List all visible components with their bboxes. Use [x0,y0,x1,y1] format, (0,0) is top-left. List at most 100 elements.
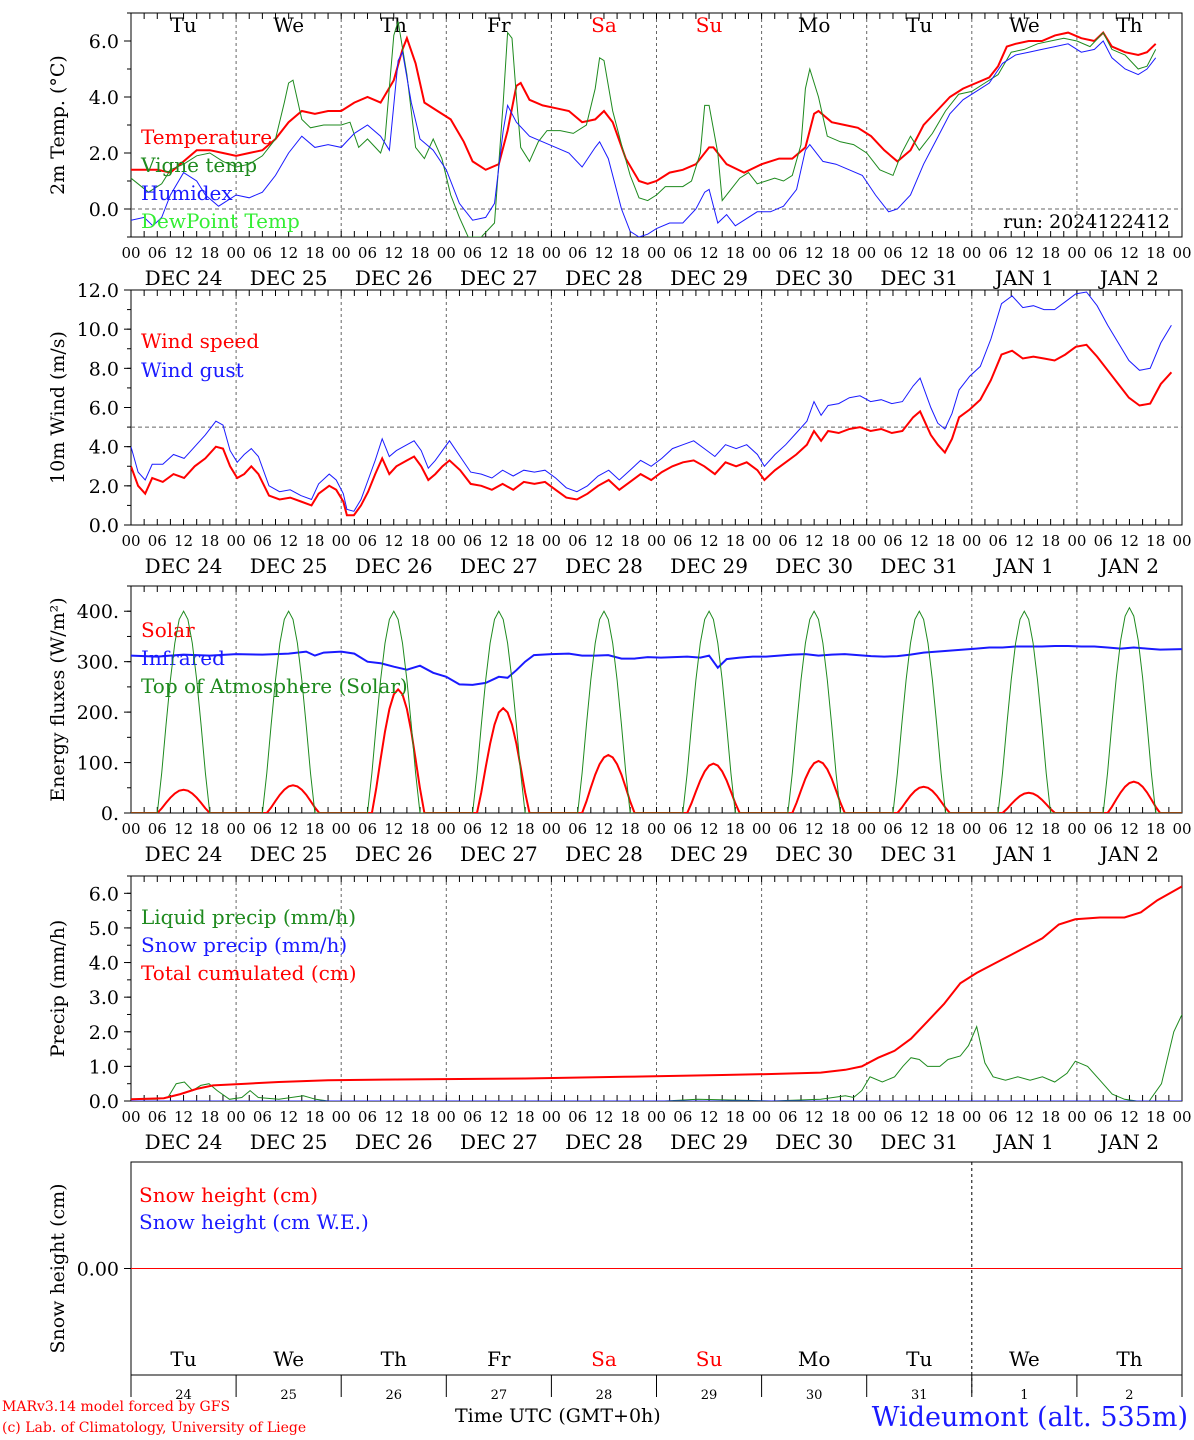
series-line-temperature [131,31,1157,185]
weekday-label: Sa [591,13,617,37]
date-label: DEC 26 [355,266,433,290]
y-tick-label: 0.0 [89,1091,119,1113]
hour-tick-label: 00 [332,1108,351,1126]
hour-tick-label: 18 [200,1108,219,1126]
weekday-label: Mo [798,13,831,37]
hour-tick-label: 18 [621,820,640,838]
hour-tick-label: 06 [778,244,797,262]
hour-tick-label: 06 [463,1108,482,1126]
date-label: JAN 2 [1098,554,1159,578]
hour-tick-label: 00 [962,244,981,262]
run-label: run: 2024122412 [1003,211,1170,233]
date-label: DEC 30 [775,554,853,578]
hour-tick-label: 18 [410,820,429,838]
legend-entry: Total cumulated (cm) [141,961,357,985]
weekday-label: We [1009,1347,1040,1371]
date-label: DEC 24 [145,1130,223,1154]
series-line-total-cumulated-cm- [131,885,1182,1101]
hour-tick-label: 00 [542,1108,561,1126]
hour-tick-label: 00 [121,244,140,262]
y-tick-label: 6.0 [89,31,119,53]
hour-tick-label: 00 [647,820,666,838]
time-axis-label: Time UTC (GMT+0h) [455,1405,661,1427]
hour-tick-label: 00 [332,532,351,550]
y-axis-label: 2m Temp. (°C) [47,55,69,195]
hour-tick-label: 00 [1172,532,1191,550]
hour-tick-label: 18 [1041,820,1060,838]
hour-tick-label: 00 [1172,1108,1191,1126]
day-number-label: 24 [175,1388,192,1403]
weekday-label: Su [696,1347,723,1371]
hour-tick-label: 00 [227,244,246,262]
hour-tick-label: 12 [910,244,929,262]
hour-tick-label: 12 [174,532,193,550]
hour-tick-label: 00 [647,532,666,550]
hour-tick-label: 00 [332,244,351,262]
hour-tick-label: 06 [568,1108,587,1126]
date-label: DEC 26 [355,554,433,578]
hour-tick-label: 18 [726,244,745,262]
series-line-liquid-precip-mm-h- [131,1014,1182,1101]
weekday-label: Th [1116,13,1142,37]
hour-tick-label: 12 [1120,820,1139,838]
y-tick-label: 6.0 [89,883,119,905]
y-axis-label: Precip (mm/h) [47,920,69,1058]
hour-tick-label: 18 [936,1108,955,1126]
hour-tick-label: 12 [489,820,508,838]
date-label: DEC 26 [355,1130,433,1154]
date-label: DEC 24 [145,554,223,578]
hour-tick-label: 06 [989,820,1008,838]
hour-tick-label: 12 [594,820,613,838]
day-number-label: 31 [911,1388,928,1403]
hour-tick-label: 00 [542,244,561,262]
y-tick-label: 2.0 [89,476,119,498]
legend-entry: Wind speed [141,329,259,353]
day-number-label: 25 [280,1388,297,1403]
y-tick-label: 10.0 [77,319,119,341]
date-label: DEC 25 [250,554,328,578]
hour-tick-label: 18 [621,532,640,550]
hour-tick-label: 00 [437,820,456,838]
hour-tick-label: 12 [1120,532,1139,550]
y-axis-label: Snow height (cm) [47,1183,69,1353]
hour-tick-label: 12 [279,820,298,838]
panel-temperature: 0.0 2.0 4.0 6.0 2m Temp. (°C) 00 06 12 18 00 06 12 1… [47,12,1192,290]
hour-tick-label: 18 [1041,244,1060,262]
date-label: DEC 30 [775,1130,853,1154]
hour-tick-label: 12 [384,1108,403,1126]
hour-tick-label: 12 [594,532,613,550]
hour-tick-label: 06 [463,532,482,550]
hour-tick-label: 18 [305,820,324,838]
y-tick-label: 4.0 [89,437,119,459]
y-tick-label: 2.0 [89,1022,119,1044]
date-label: JAN 2 [1098,842,1159,866]
hour-tick-label: 18 [410,244,429,262]
hour-tick-label: 06 [463,244,482,262]
date-label: DEC 29 [670,266,748,290]
y-tick-label: 0.0 [89,515,119,537]
hour-tick-label: 00 [962,532,981,550]
weekday-label: Th [381,13,407,37]
hour-tick-label: 18 [831,820,850,838]
hour-tick-label: 18 [1146,532,1165,550]
y-tick-label: 12.0 [77,280,119,302]
hour-tick-label: 18 [410,1108,429,1126]
weekday-label: Fr [487,13,511,37]
panel-wind: 0.0 2.0 4.0 6.0 8.0 10.0 12.0 10m Wind (m/s) 00 0… [47,280,1192,578]
hour-tick-label: 12 [279,1108,298,1126]
legend-entry: Temperature [141,125,272,149]
y-tick-label: 4.0 [89,87,119,109]
hour-tick-label: 00 [121,1108,140,1126]
hour-tick-label: 18 [936,532,955,550]
hour-tick-label: 18 [305,532,324,550]
hour-tick-label: 06 [148,532,167,550]
hour-tick-label: 00 [857,532,876,550]
weekday-label: Mo [798,1347,831,1371]
hour-tick-label: 00 [332,820,351,838]
y-tick-label: 4.0 [89,953,119,975]
y-tick-label: 0.0 [89,199,119,221]
hour-tick-label: 12 [489,244,508,262]
date-label: DEC 28 [565,554,643,578]
legend-entry: Humidex [141,181,233,205]
hour-tick-label: 06 [253,532,272,550]
